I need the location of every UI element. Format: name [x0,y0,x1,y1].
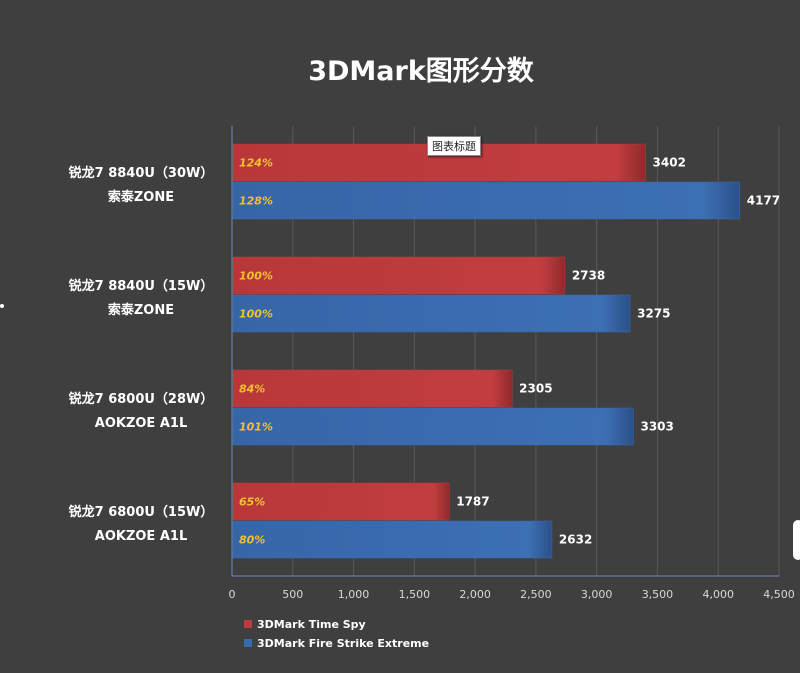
category-label: 锐龙7 6800U（28W） [69,391,214,407]
percent-label: 84% [239,383,265,396]
bar-time-spy [232,369,513,408]
x-tick-label: 2,500 [520,588,552,601]
bar-fire-strike [232,294,631,333]
category-label: AOKZOE A1L [95,416,187,431]
legend-entry: 3DMark Time Spy [257,618,366,631]
data-label: 3303 [640,420,673,434]
data-label: 4177 [747,194,780,208]
legend-swatch [244,620,252,628]
legend-swatch [244,639,252,647]
data-label: 2305 [519,382,552,396]
percent-label: 101% [239,421,273,434]
chart-title: 3DMark图形分数 [308,56,535,87]
percent-label: 124% [239,157,273,170]
data-label: 1787 [456,495,489,509]
category-label: 索泰ZONE [108,302,174,318]
legend-entry: 3DMark Fire Strike Extreme [257,637,429,650]
category-label: 锐龙7 8840U（30W） [69,165,214,181]
percent-label: 65% [239,496,265,509]
data-label: 2632 [559,533,592,547]
data-label: 3275 [637,307,670,321]
x-tick-label: 2,000 [459,588,491,601]
x-tick-label: 500 [282,588,303,601]
percent-label: 100% [239,270,273,283]
x-tick-label: 1,500 [399,588,431,601]
category-label: AOKZOE A1L [95,529,187,544]
bar-fire-strike [232,181,740,220]
data-label: 2738 [572,269,605,283]
x-tick-label: 4,000 [702,588,734,601]
category-label: 索泰ZONE [108,189,174,205]
chart-title-tooltip: 图表标题 [427,136,481,156]
scroll-handle[interactable] [793,520,800,560]
x-tick-label: 4,500 [763,588,795,601]
category-label: 锐龙7 6800U（15W） [69,504,214,520]
x-tick-label: 1,000 [338,588,370,601]
bar-time-spy [232,256,566,295]
percent-label: 100% [239,308,273,321]
data-label: 3402 [653,156,686,170]
bar-fire-strike [232,520,553,559]
bar-time-spy [232,482,450,521]
x-tick-label: 3,000 [581,588,613,601]
edge-dot [0,304,4,308]
percent-label: 80% [239,534,265,547]
category-label: 锐龙7 8840U（15W） [69,278,214,294]
bar-fire-strike [232,407,634,446]
x-tick-label: 0 [229,588,236,601]
percent-label: 128% [239,195,273,208]
x-tick-label: 3,500 [642,588,674,601]
